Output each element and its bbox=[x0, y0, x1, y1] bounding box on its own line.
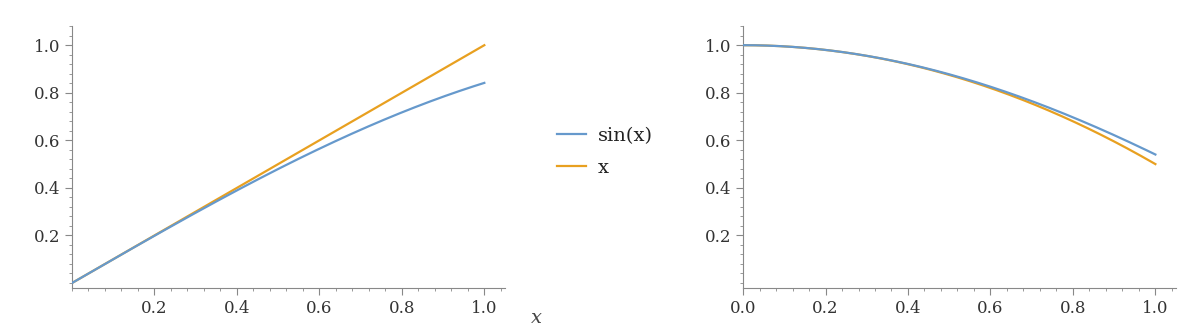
x bbox=[307, 141, 322, 145]
1-x^2/2 bbox=[1046, 111, 1061, 114]
Line: x: x bbox=[72, 45, 485, 283]
cos(x) bbox=[1046, 108, 1061, 112]
cos(x) bbox=[736, 43, 750, 47]
Line: sin(x): sin(x) bbox=[72, 83, 485, 283]
Text: x: x bbox=[530, 309, 542, 327]
sin(x) bbox=[340, 134, 354, 138]
cos(x) bbox=[809, 47, 823, 51]
x bbox=[65, 281, 79, 285]
1-x^2/2 bbox=[842, 51, 857, 55]
1-x^2/2 bbox=[809, 47, 823, 51]
Line: 1-x^2/2: 1-x^2/2 bbox=[743, 45, 1156, 164]
cos(x) bbox=[842, 51, 857, 55]
1-x^2/2 bbox=[979, 84, 994, 88]
1-x^2/2 bbox=[736, 43, 750, 47]
x bbox=[376, 102, 390, 106]
cos(x) bbox=[1012, 94, 1026, 98]
cos(x) bbox=[923, 67, 937, 71]
1-x^2/2 bbox=[1012, 96, 1026, 100]
sin(x) bbox=[251, 177, 265, 181]
x bbox=[170, 220, 185, 224]
1-x^2/2 bbox=[923, 68, 937, 72]
x bbox=[340, 122, 354, 126]
Legend: sin(x), x: sin(x), x bbox=[550, 119, 661, 184]
sin(x) bbox=[170, 221, 185, 225]
Line: cos(x): cos(x) bbox=[743, 45, 1156, 155]
cos(x) bbox=[1148, 153, 1163, 157]
sin(x) bbox=[478, 81, 492, 85]
x bbox=[251, 173, 265, 177]
sin(x) bbox=[138, 239, 152, 243]
sin(x) bbox=[376, 118, 390, 122]
x bbox=[138, 239, 152, 243]
1-x^2/2 bbox=[1148, 162, 1163, 166]
x bbox=[478, 43, 492, 47]
cos(x) bbox=[979, 83, 994, 87]
sin(x) bbox=[307, 149, 322, 153]
sin(x) bbox=[65, 281, 79, 285]
